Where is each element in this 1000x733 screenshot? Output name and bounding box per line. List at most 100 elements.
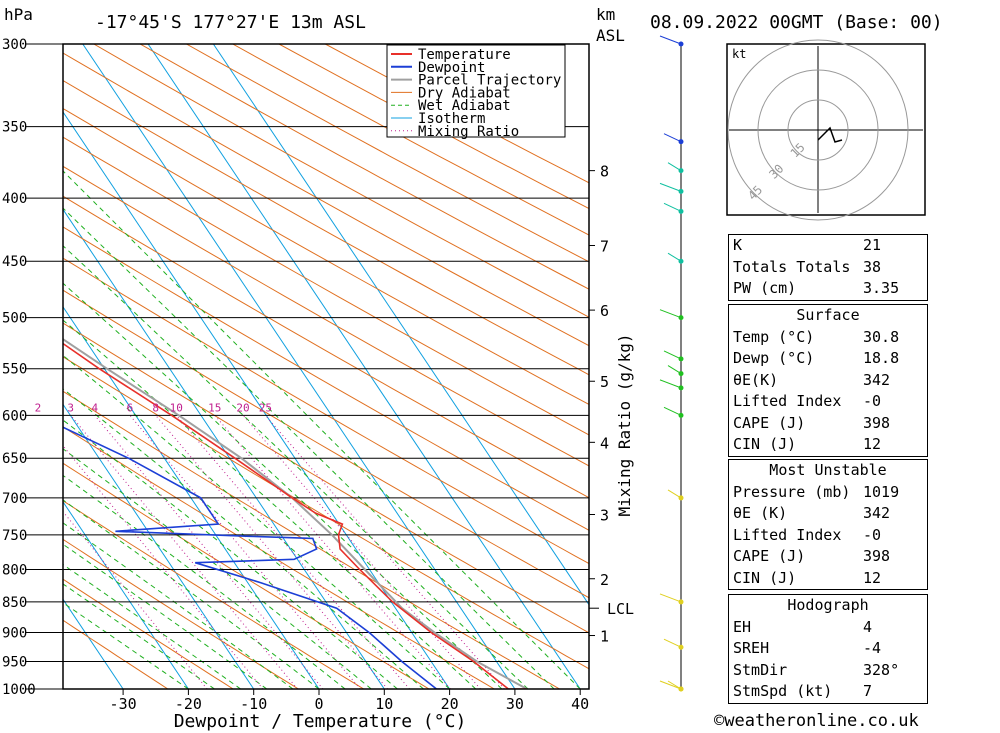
wind-dot [678,188,684,194]
wind-barb [667,489,682,499]
most-unstable-title: Most Unstable [769,461,887,479]
pressure-tick-label: 1000 [2,682,36,698]
index-value: -0 [863,525,882,544]
index-label: Pressure (mb) [733,482,851,501]
index-row-k: K 21 [729,235,927,257]
dry-adiabat-line [63,578,234,689]
dry-adiabat-line [93,44,589,318]
legend-entry: Dewpoint [418,60,485,76]
index-label: K [733,236,743,254]
index-value: 12 [863,568,882,587]
index-label: CIN (J) [733,568,797,587]
index-row-pw: PW (cm) 3.35 [729,278,927,300]
dry-adiabat-line [63,136,589,436]
mixing-ratio-tick-label: 20 [236,401,249,414]
wet-adiabat-line [63,388,424,689]
surface-row: Temp (°C) 30.8 [729,327,927,349]
temperature-tick-label: 10 [375,695,393,713]
dry-adiabat-line [232,44,589,236]
dry-adiabat-line [63,52,589,347]
pressure-tick-label: 450 [2,254,27,270]
wet-adiabat-line [63,448,372,689]
dry-adiabat-line [63,426,495,689]
wind-dot [678,599,684,605]
wind-barb [659,379,682,389]
index-label: Lifted Index [733,525,842,544]
index-row-totals: Totals Totals 38 [729,257,927,279]
surface-table: Surface Temp (°C) 30.8 Dewp (°C) 18.8 θE(K… [728,304,928,457]
hodograph-title: Hodograph [787,596,869,614]
credit-link[interactable]: ©weatheronline.co.uk [714,711,919,731]
pressure-tick-label: 950 [2,655,27,671]
sounding-profiles [63,337,528,689]
dry-adiabat-line [186,44,589,263]
legend-entry: Dry Adiabat [418,85,511,101]
index-value: 18.8 [863,349,900,367]
wind-barb [663,406,682,416]
wind-barb [659,680,682,690]
km-tick-label: 2 [600,571,609,589]
index-value: 1019 [863,482,900,501]
km-tick-label: 7 [600,238,609,256]
mixing-ratio-line [94,414,324,689]
mu-row: Pressure (mb) 1019 [729,482,927,504]
surface-row: Dewp (°C) 18.8 [729,348,927,370]
wind-barb [659,593,682,603]
dry-adiabat-line [63,107,589,406]
index-label: θE (K) [733,504,788,522]
hodograph-ring [727,39,909,221]
wind-dot [678,495,684,501]
km-tick-label: 1 [600,628,609,646]
wind-profile [659,35,684,692]
mu-row: CAPE (J) 398 [729,546,927,568]
temperature-tick-label: -10 [240,695,267,713]
wind-barb [667,365,682,374]
hodo-row: StmDir 328° [729,660,927,682]
wind-barb [663,133,682,143]
mixing-ratio-axis-label: Mixing Ratio (g/kg) [615,333,634,516]
surface-title: Surface [796,306,860,324]
wind-barb [663,638,682,648]
isobar-lines [26,43,589,690]
pressure-tick-label: 400 [2,191,27,207]
hodograph-table: Hodograph EH 4 SREH -4 StmDir 328° StmSpd (… [728,594,928,704]
mixing-ratio-line [214,414,451,689]
mixing-ratio-tick-label: 10 [170,401,183,414]
temperature-tick-label: 30 [506,695,524,713]
index-value: 7 [863,682,873,700]
temperature-tick-label: -30 [110,695,137,713]
index-label: CIN (J) [733,435,797,453]
dry-adiabat-line [63,289,589,599]
index-label: Temp (°C) [733,327,815,346]
lcl-label: LCL [607,600,634,618]
wind-dot [678,686,684,692]
pressure-tick-label: 750 [2,528,27,544]
mixing-ratio-line [265,414,505,689]
index-value: 12 [863,435,882,453]
wet-adiabat-line [63,602,189,689]
asl-label: ASL [596,26,625,45]
wet-adiabat-line [63,354,450,689]
legend-entry: Wet Adiabat [418,98,511,114]
legend-entry: Isotherm [418,111,485,127]
pressure-tick-label: 900 [2,626,27,642]
km-tick-label: 4 [600,434,609,452]
index-label: Dewp (°C) [733,349,815,367]
wind-dot [678,258,684,264]
pressure-tick-label: 500 [2,311,27,327]
mixing-ratio-tick-label: 15 [208,401,221,414]
pressure-unit-label: hPa [4,5,33,24]
index-label: StmDir [733,660,788,679]
index-value: 3.35 [863,279,900,297]
datetime-title: 08.09.2022 00GMT (Base: 00) [650,12,943,33]
pressure-tick-label: 800 [2,562,27,578]
index-label: PW (cm) [733,279,797,297]
mixing-ratio-line [70,414,298,689]
km-tick-label: 6 [600,302,609,320]
indices-basic-table: K 21 Totals Totals 38 PW (cm) 3.35 [728,234,928,301]
dry-adiabat-line [63,500,364,689]
hodo-row: EH 4 [729,617,927,639]
